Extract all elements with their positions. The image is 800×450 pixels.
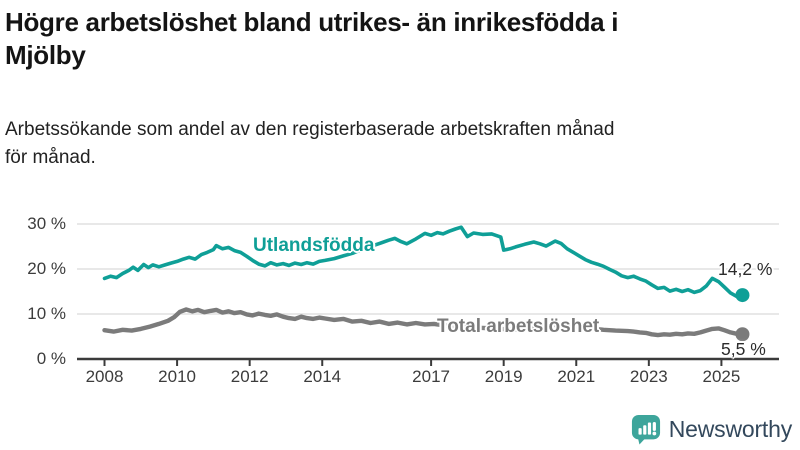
series-label-total-arbetsloshet: Total arbetslöshet xyxy=(437,316,600,337)
header: Högre arbetslöshet bland utrikes- än inr… xyxy=(5,6,797,72)
series-endpoint-dot-1 xyxy=(735,327,750,342)
y-axis-tick-label: 20 % xyxy=(27,259,66,278)
x-axis-tick-label: 2023 xyxy=(629,367,668,386)
x-axis-tick-label: 2021 xyxy=(557,367,596,386)
newsworthy-logo-icon xyxy=(631,414,660,444)
x-axis-tick-label: 2025 xyxy=(702,367,741,386)
y-axis-tick-label: 0 % xyxy=(36,349,66,368)
end-value-label-total-arbetsloshet: 5,5 % xyxy=(721,339,766,359)
end-value-label-utlandsfodda: 14,2 % xyxy=(718,259,773,279)
x-axis-tick-label: 2017 xyxy=(412,367,450,386)
series-endpoint-dot-0 xyxy=(735,288,750,303)
chart-subtitle: Arbetssökande som andel av den registerb… xyxy=(5,116,797,172)
newsworthy-wordmark: Newsworthy xyxy=(668,415,792,442)
newsworthy-logo[interactable]: Newsworthy xyxy=(631,413,792,445)
x-axis-tick-label: 2012 xyxy=(230,367,269,386)
x-axis-tick-label: 2014 xyxy=(303,367,342,386)
page-title-line-1: Högre arbetslöshet bland utrikes- än inr… xyxy=(5,7,619,37)
y-axis-tick-label: 30 % xyxy=(27,214,66,233)
x-axis-tick-label: 2008 xyxy=(85,367,124,386)
series-label-utlandsfodda: Utlandsfödda xyxy=(253,235,375,256)
chart-subtitle-line-2: för månad. xyxy=(5,147,96,168)
x-axis-tick-label: 2010 xyxy=(158,367,196,386)
chart-subtitle-line-1: Arbetssökande som andel av den registerb… xyxy=(5,119,615,140)
x-axis-tick-label: 2019 xyxy=(484,367,523,386)
series-line-1 xyxy=(102,307,745,338)
series-line-0 xyxy=(102,225,745,299)
y-axis-tick-label: 10 % xyxy=(27,304,66,323)
page-title-line-2: Mjölby xyxy=(5,40,86,70)
